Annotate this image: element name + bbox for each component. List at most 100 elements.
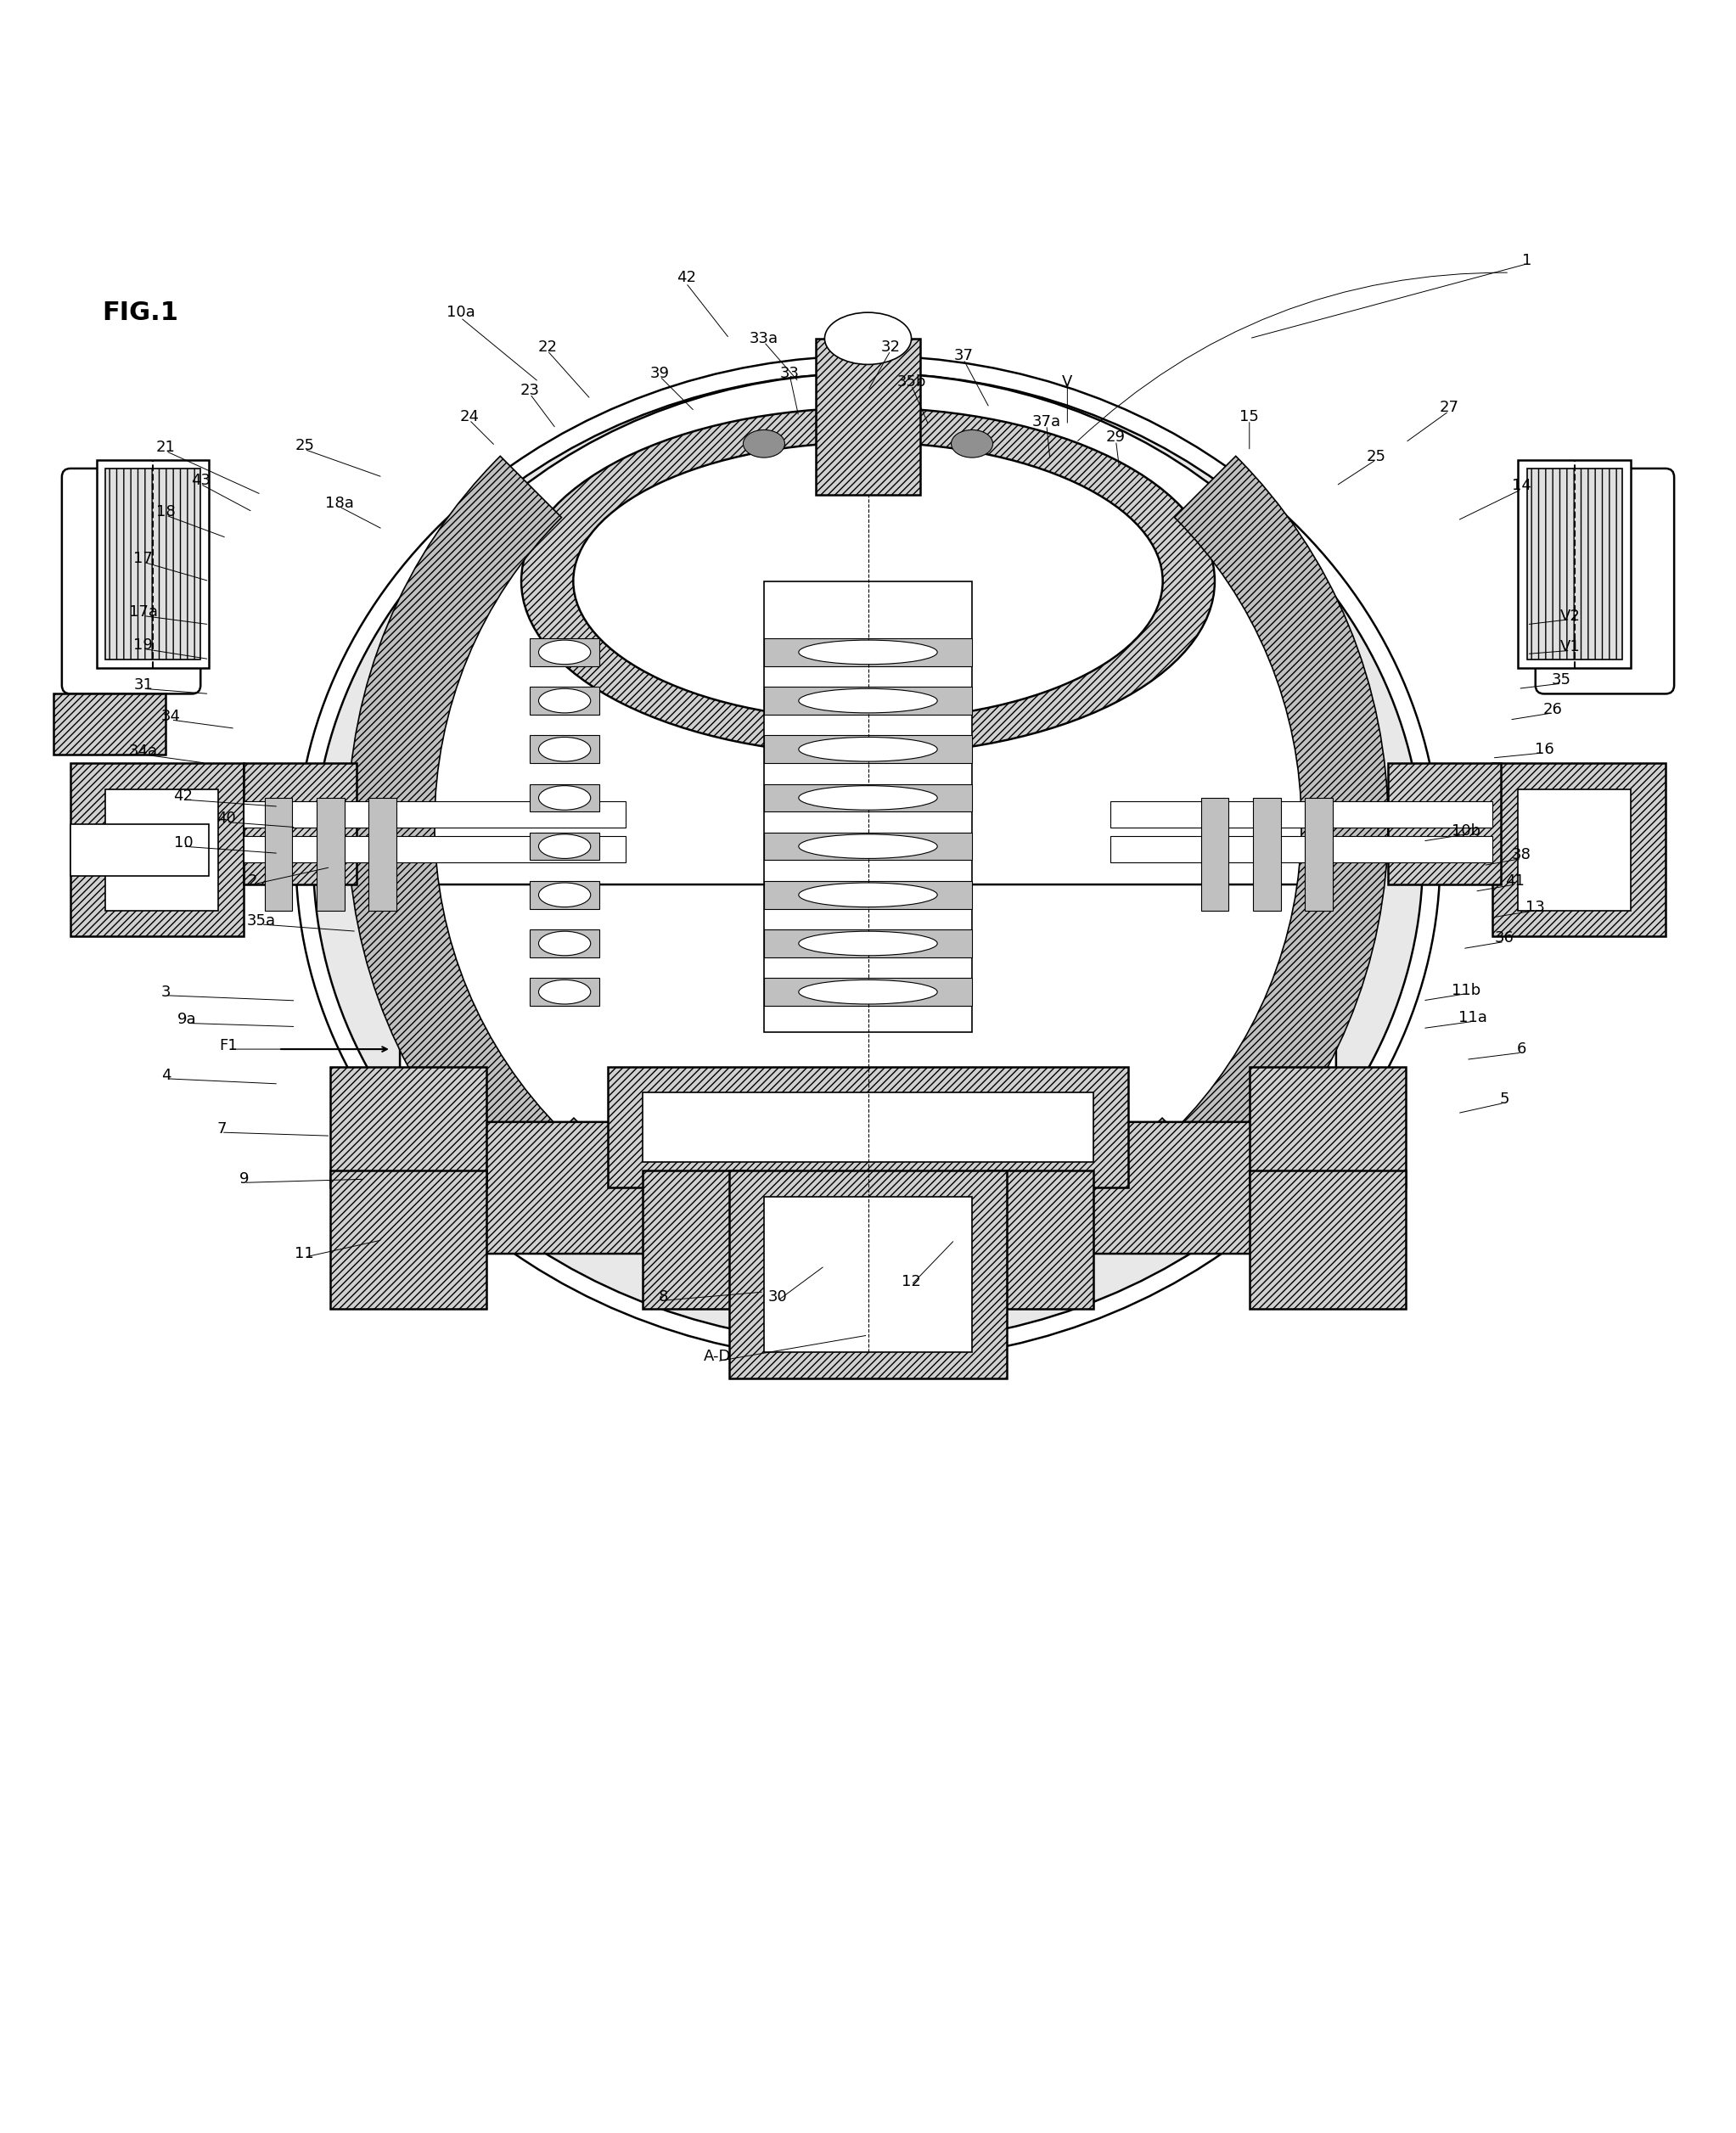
Text: 4: 4: [161, 1066, 170, 1084]
Bar: [764, 785, 972, 813]
Bar: [330, 1066, 486, 1188]
Ellipse shape: [799, 738, 937, 761]
Text: 11b: 11b: [1451, 983, 1481, 998]
Text: 18a: 18a: [325, 495, 354, 510]
Bar: [729, 1171, 1007, 1378]
Text: 25: 25: [295, 437, 314, 454]
Text: 35: 35: [1552, 672, 1571, 687]
Bar: [816, 339, 920, 495]
Ellipse shape: [538, 738, 590, 761]
Wedge shape: [524, 1118, 1212, 1310]
Text: 35a: 35a: [247, 913, 276, 928]
Ellipse shape: [347, 373, 1389, 1276]
Bar: [1517, 789, 1630, 911]
Text: 31: 31: [134, 678, 153, 693]
Text: 37: 37: [953, 348, 974, 363]
Bar: [243, 764, 356, 885]
Text: 13: 13: [1526, 900, 1545, 915]
Bar: [316, 798, 344, 911]
Wedge shape: [347, 456, 561, 1192]
Text: 12: 12: [901, 1273, 922, 1288]
Text: FIG.1: FIG.1: [102, 301, 179, 324]
Bar: [54, 693, 167, 755]
Bar: [764, 979, 972, 1007]
Ellipse shape: [799, 785, 937, 811]
Ellipse shape: [573, 442, 1163, 719]
Text: 23: 23: [521, 382, 540, 399]
Bar: [1526, 469, 1621, 659]
Bar: [1250, 1171, 1406, 1310]
Text: F1: F1: [219, 1039, 238, 1054]
Bar: [368, 798, 396, 911]
Text: 33a: 33a: [750, 331, 778, 346]
Text: 27: 27: [1439, 401, 1458, 416]
Text: 43: 43: [191, 474, 210, 488]
Bar: [764, 638, 972, 665]
Bar: [529, 881, 599, 909]
Text: 25: 25: [1366, 448, 1385, 465]
Text: V1: V1: [1561, 640, 1580, 655]
Text: 30: 30: [769, 1290, 788, 1305]
Bar: [1517, 461, 1630, 668]
Bar: [529, 638, 599, 665]
Text: 10: 10: [174, 836, 193, 851]
Text: 42: 42: [174, 789, 193, 804]
Bar: [1201, 798, 1229, 911]
Text: 24: 24: [460, 410, 479, 424]
Ellipse shape: [538, 834, 590, 857]
Text: 3: 3: [161, 983, 170, 1000]
Ellipse shape: [538, 689, 590, 712]
Text: 40: 40: [217, 811, 236, 825]
Bar: [264, 798, 292, 911]
Text: 38: 38: [1512, 847, 1531, 862]
Bar: [764, 881, 972, 909]
Bar: [106, 789, 219, 911]
Ellipse shape: [799, 932, 937, 956]
Bar: [243, 836, 625, 862]
FancyBboxPatch shape: [62, 469, 201, 693]
Text: 42: 42: [677, 271, 696, 286]
Ellipse shape: [799, 979, 937, 1005]
Text: 17a: 17a: [128, 606, 158, 621]
Ellipse shape: [295, 356, 1441, 1361]
Text: 36: 36: [1495, 930, 1514, 945]
Text: 9a: 9a: [177, 1011, 196, 1028]
Bar: [106, 469, 201, 659]
Bar: [1305, 798, 1333, 911]
Text: 37a: 37a: [1033, 414, 1061, 429]
Text: 34: 34: [161, 708, 181, 723]
Text: 32: 32: [880, 339, 901, 354]
Bar: [1111, 802, 1493, 828]
Ellipse shape: [538, 932, 590, 956]
Text: 17: 17: [134, 550, 153, 565]
FancyBboxPatch shape: [1535, 469, 1674, 693]
FancyBboxPatch shape: [437, 1122, 1299, 1254]
Text: 6: 6: [1517, 1041, 1526, 1056]
Bar: [1253, 798, 1281, 911]
Ellipse shape: [538, 640, 590, 663]
Text: 10b: 10b: [1451, 823, 1481, 838]
Text: 16: 16: [1535, 742, 1554, 757]
Bar: [764, 580, 972, 1032]
Ellipse shape: [312, 373, 1424, 1344]
Bar: [990, 1171, 1094, 1310]
Bar: [764, 687, 972, 715]
Bar: [529, 736, 599, 764]
Text: 11a: 11a: [1458, 1011, 1488, 1026]
Text: 8: 8: [658, 1290, 668, 1305]
Ellipse shape: [799, 883, 937, 907]
Bar: [529, 832, 599, 860]
Bar: [71, 823, 210, 877]
Text: 5: 5: [1500, 1092, 1509, 1107]
Bar: [330, 1171, 486, 1310]
Wedge shape: [1175, 456, 1389, 1192]
Bar: [1250, 1066, 1406, 1188]
Ellipse shape: [538, 785, 590, 811]
Bar: [1493, 764, 1665, 936]
Ellipse shape: [521, 407, 1215, 755]
Text: A-D: A-D: [703, 1348, 731, 1363]
Bar: [642, 1171, 746, 1310]
Bar: [642, 1092, 1094, 1162]
Text: 19: 19: [134, 638, 153, 653]
Bar: [608, 1066, 1128, 1188]
